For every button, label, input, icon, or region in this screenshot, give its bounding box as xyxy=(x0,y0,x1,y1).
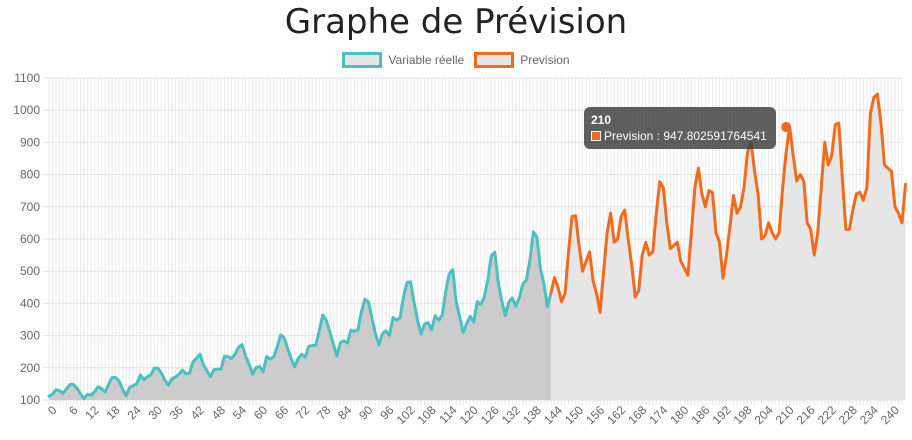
x-tick-label: 12 xyxy=(82,403,102,423)
x-tick-label: 180 xyxy=(667,403,691,427)
x-tick-label: 108 xyxy=(415,403,439,427)
chart-title: Graphe de Prévision xyxy=(284,2,628,42)
legend-item-variable-reelle[interactable]: Variable réelle xyxy=(342,52,464,68)
x-tick-label: 210 xyxy=(773,403,797,427)
x-tick-label: 228 xyxy=(836,403,860,427)
x-tick-label: 84 xyxy=(335,403,355,423)
x-tick-label: 174 xyxy=(646,403,670,427)
y-tick-label: 300 xyxy=(20,329,40,343)
x-tick-label: 162 xyxy=(604,403,628,427)
legend: Variable réelle Prevision xyxy=(0,52,912,68)
legend-swatch-prevision xyxy=(474,52,515,68)
x-tick-label: 78 xyxy=(314,403,334,423)
x-tick-label: 36 xyxy=(167,403,187,423)
y-tick-label: 1100 xyxy=(14,71,40,85)
x-tick-label: 168 xyxy=(625,403,649,427)
x-tick-label: 240 xyxy=(878,403,902,427)
y-tick-label: 500 xyxy=(20,264,40,278)
x-tick-label: 72 xyxy=(293,403,313,423)
x-tick-label: 18 xyxy=(103,403,123,423)
legend-swatch-variable-reelle xyxy=(342,52,383,68)
x-tick-label: 66 xyxy=(272,403,292,423)
x-tick-label: 204 xyxy=(752,403,776,427)
x-tick-label: 198 xyxy=(731,403,755,427)
x-tick-label: 42 xyxy=(188,403,208,423)
x-tick-label: 0 xyxy=(45,403,60,418)
x-tick-label: 96 xyxy=(377,403,397,423)
tooltip-label: Prevision : 947.802591764541 xyxy=(604,129,767,143)
x-tick-label: 144 xyxy=(541,403,565,427)
y-tick-label: 900 xyxy=(20,135,40,149)
y-tick-label: 200 xyxy=(20,361,40,375)
y-tick-label: 400 xyxy=(20,296,40,310)
x-tick-label: 234 xyxy=(857,403,881,427)
legend-label-variable-reelle: Variable réelle xyxy=(388,53,465,67)
x-tick-label: 102 xyxy=(394,403,418,427)
x-tick-label: 186 xyxy=(688,403,712,427)
highlight-point xyxy=(781,122,792,133)
y-tick-label: 800 xyxy=(20,168,40,182)
x-tick-label: 6 xyxy=(66,403,81,418)
series-line-1 xyxy=(549,92,908,314)
tooltip-swatch xyxy=(591,131,601,141)
x-tick-label: 216 xyxy=(794,403,818,427)
y-tick-label: 700 xyxy=(20,200,40,214)
x-tick-label: 90 xyxy=(356,403,376,423)
legend-item-prevision[interactable]: Prevision xyxy=(474,52,570,68)
tooltip-title: 210 xyxy=(591,113,612,127)
tooltip: 210 Prevision : 947.802591764541 xyxy=(584,107,776,149)
legend-label-prevision: Prevision xyxy=(520,53,570,67)
x-tick-label: 24 xyxy=(125,403,145,423)
y-tick-label: 600 xyxy=(20,232,40,246)
y-tick-label: 1000 xyxy=(13,103,40,117)
x-tick-label: 138 xyxy=(520,403,544,427)
x-tick-label: 150 xyxy=(562,403,586,427)
x-tick-label: 120 xyxy=(457,403,481,427)
x-tick-label: 222 xyxy=(815,403,839,427)
x-tick-label: 30 xyxy=(146,403,166,423)
x-tick-label: 48 xyxy=(209,403,229,423)
y-tick-label: 100 xyxy=(20,393,40,407)
series-line-0 xyxy=(47,230,553,401)
x-tick-label: 54 xyxy=(230,403,250,423)
x-tick-label: 60 xyxy=(251,403,271,423)
x-tick-label: 156 xyxy=(583,403,607,427)
x-tick-label: 114 xyxy=(436,403,460,427)
x-tick-label: 126 xyxy=(478,403,502,427)
series-area-0 xyxy=(49,231,551,400)
x-tick-label: 192 xyxy=(710,403,734,427)
x-tick-label: 132 xyxy=(499,403,523,427)
